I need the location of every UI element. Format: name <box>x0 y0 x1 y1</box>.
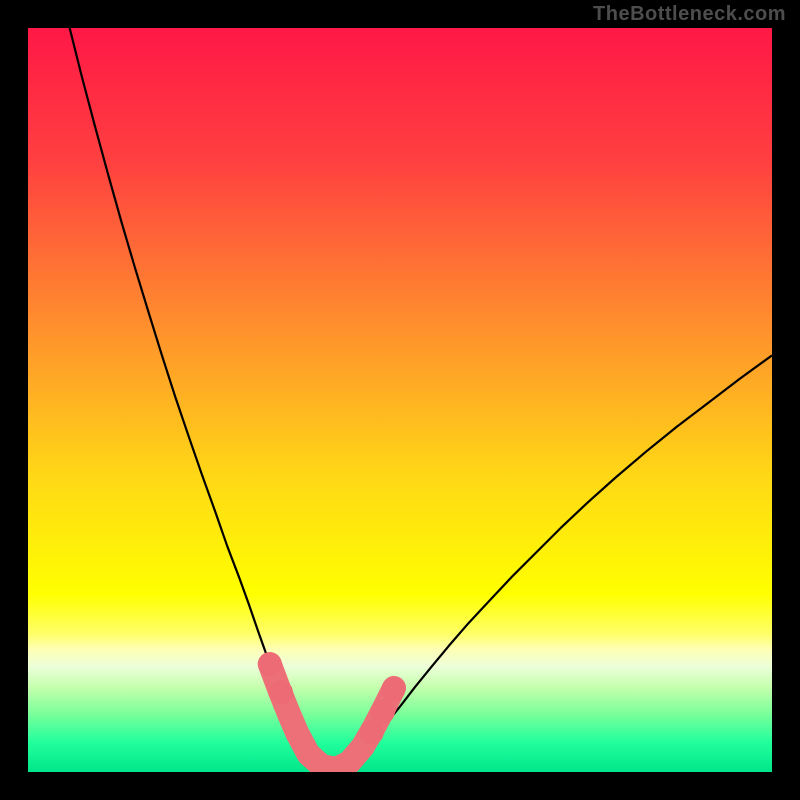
chart-frame <box>0 0 800 800</box>
watermark-text: TheBottleneck.com <box>593 3 786 26</box>
